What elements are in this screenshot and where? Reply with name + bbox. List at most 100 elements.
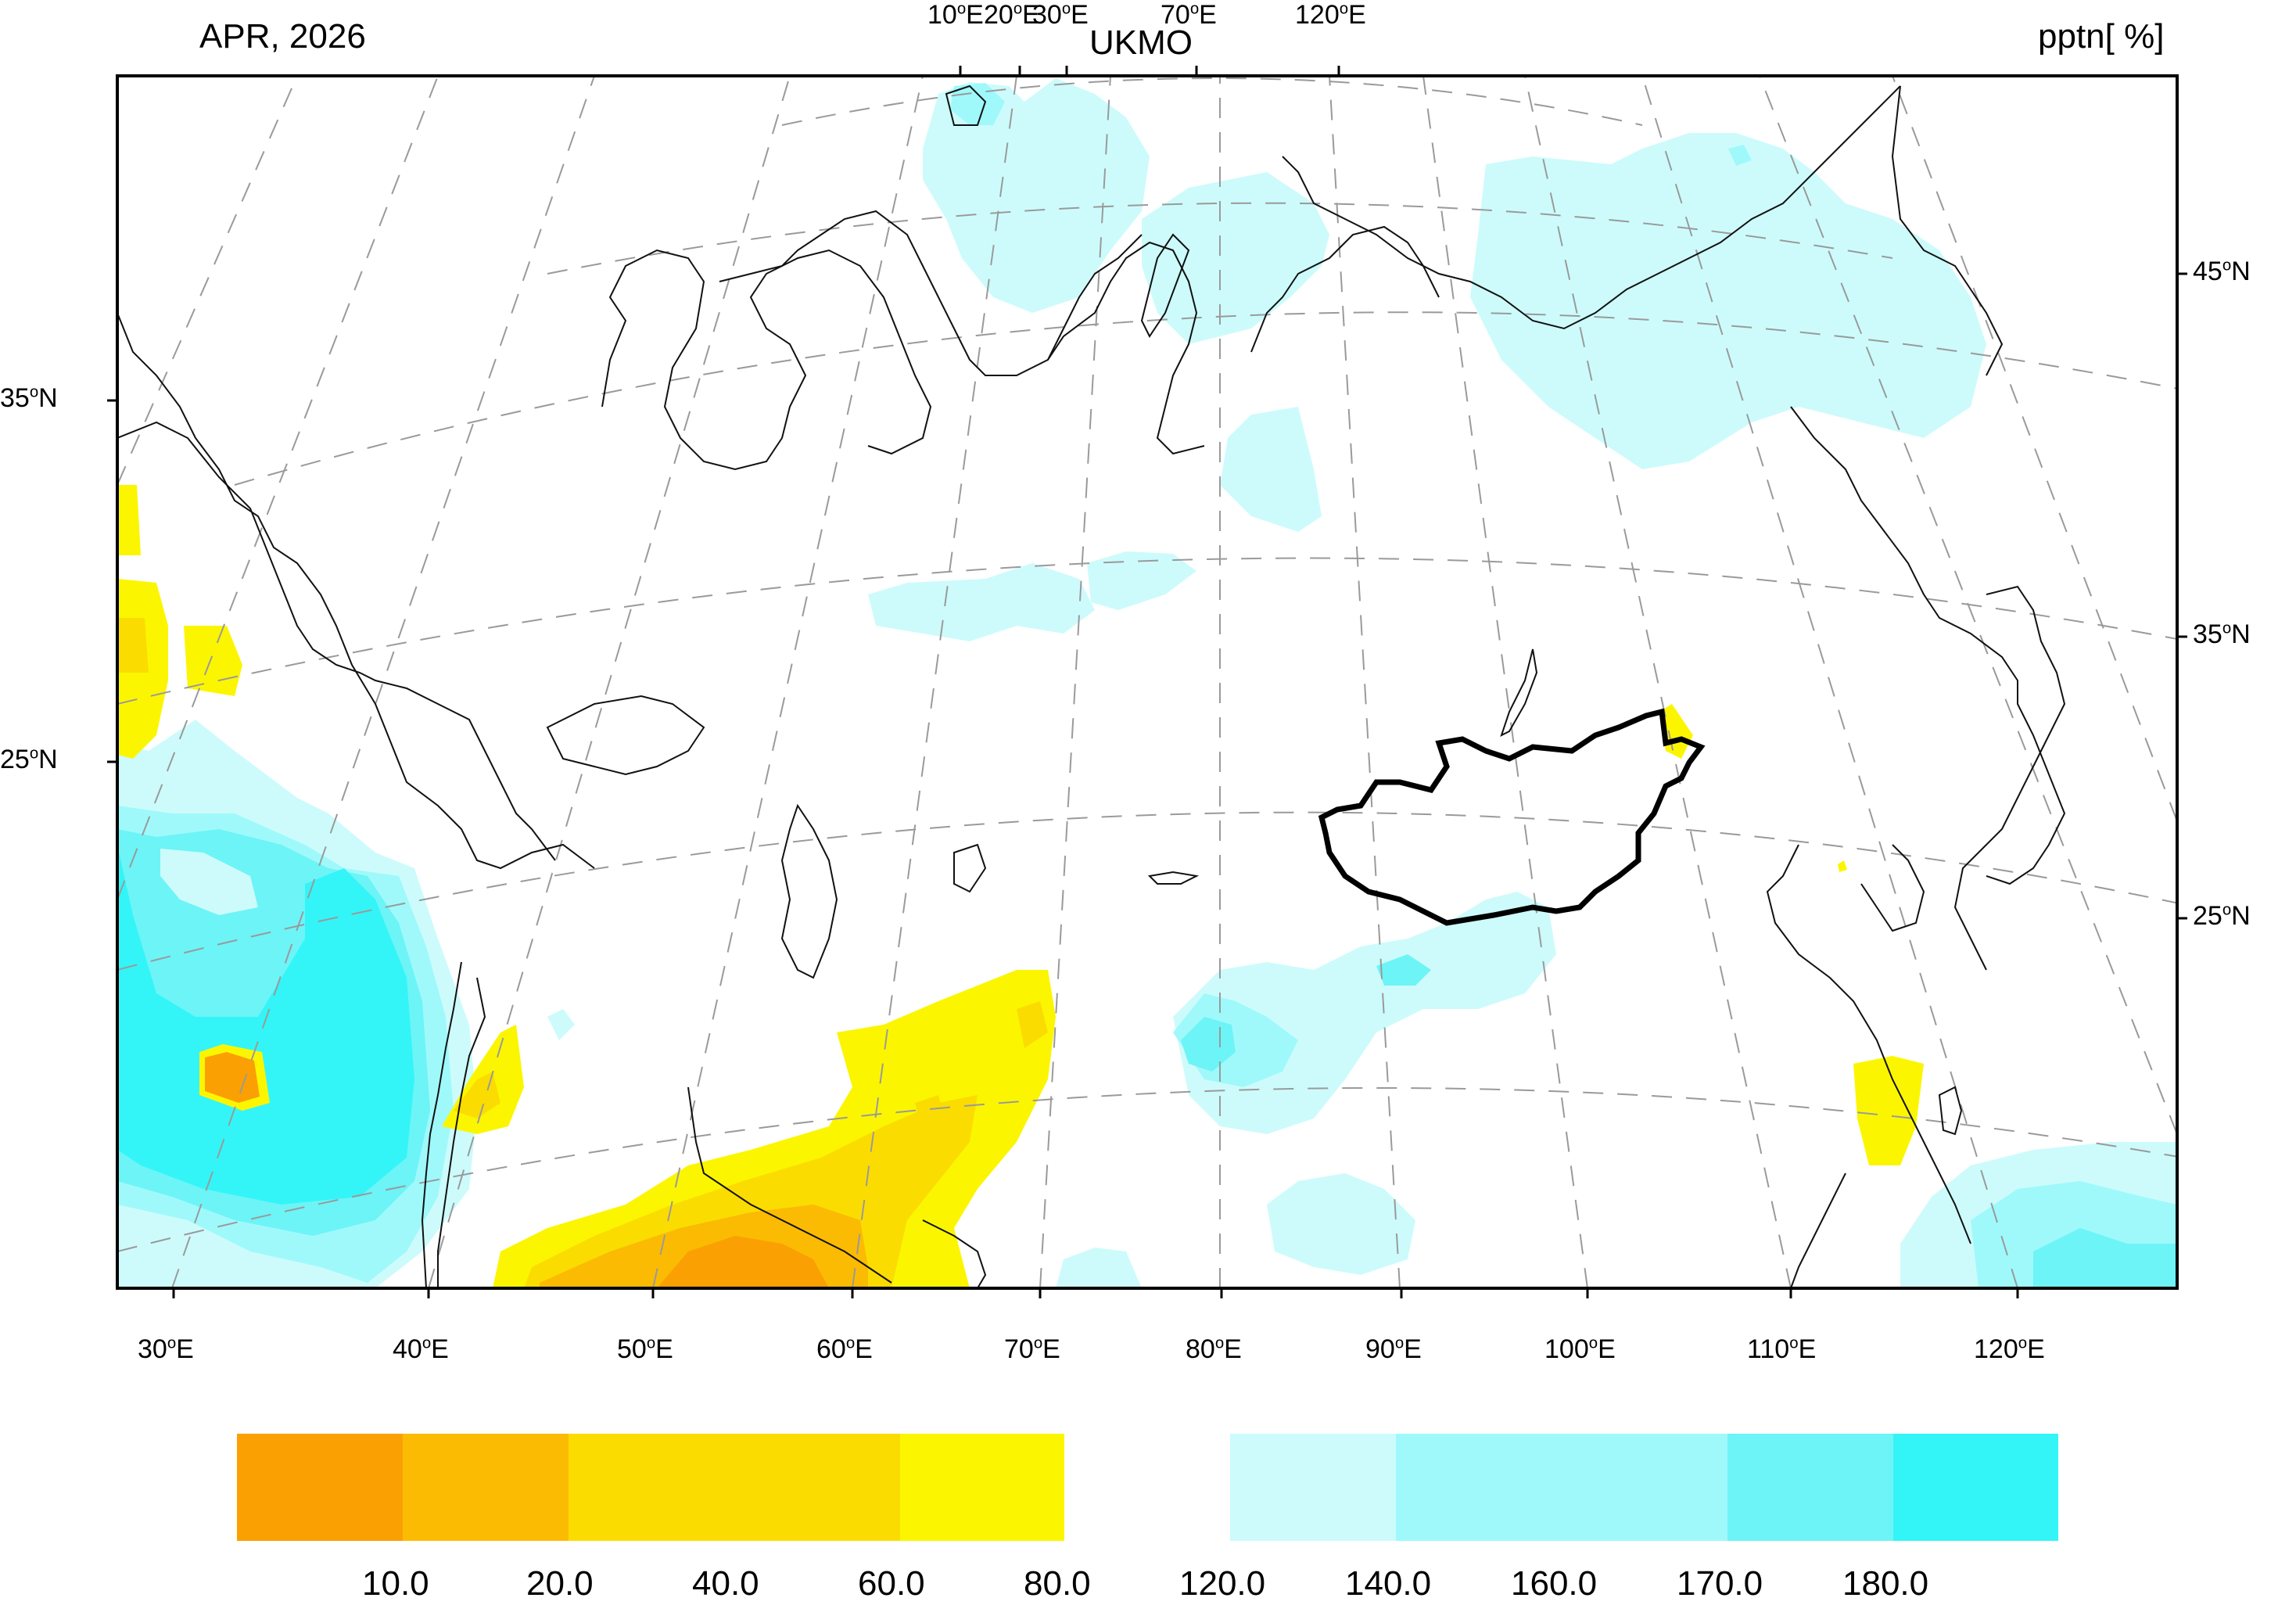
variable-unit-title: pptn[ %] (2038, 17, 2165, 56)
colorbar-swatch-120 (1230, 1434, 1396, 1541)
meridian-70e (1039, 76, 1111, 1288)
coast-persian-gulf (687, 1086, 892, 1284)
coastlines (117, 84, 2066, 1288)
meridian-10e (117, 76, 298, 486)
map-date-title: APR, 2026 (199, 17, 366, 56)
meridian-30e (171, 76, 595, 1288)
parallel-35n (117, 557, 2177, 705)
colorbar-label-40: 40.0 (692, 1564, 759, 1603)
parallel-25n (117, 811, 2177, 971)
dry-region-iran-5 (1017, 1001, 1048, 1048)
colorbar-swatch-10 (237, 1434, 403, 1541)
colorbar-label-20: 20.0 (526, 1564, 594, 1603)
coast-japan (1953, 585, 2066, 971)
left-tick-35n: 35oN (0, 383, 58, 413)
colorbar-swatch-140 (1396, 1434, 1562, 1541)
meridian-120e (1641, 76, 2018, 1288)
coast-taiwan (1938, 1086, 1963, 1136)
meridian-90e (1329, 76, 1401, 1288)
bottom-tick-70e: 70oE (1004, 1334, 1060, 1364)
parallel-45n (234, 311, 2177, 486)
wet-region-tibet-4 (1376, 954, 1431, 986)
meridian-140e (1892, 76, 2177, 822)
bottom-tick-40e: 40oE (393, 1334, 449, 1364)
wet-region-russia-band-2 (1087, 551, 1196, 610)
bottom-tick-30e: 30oE (138, 1334, 194, 1364)
wet-region-west-4 (117, 845, 414, 1205)
coast-india-west (922, 1219, 987, 1288)
colorbar-swatch-160 (1562, 1434, 1727, 1541)
colorbar-label-170: 170.0 (1677, 1564, 1763, 1603)
colorbar-swatch-80 (900, 1434, 1064, 1541)
wet-region-india (1267, 1173, 1415, 1275)
colorbar-swatch-20 (403, 1434, 569, 1541)
coast-aral (953, 843, 987, 893)
right-tick-45n: 45oN (2193, 257, 2251, 286)
coast-novaya-zemlya (1140, 233, 1190, 338)
bottom-tick-120e: 120oE (1974, 1334, 2045, 1364)
top-tick-30e: 30oE (1032, 0, 1089, 30)
colorbar-label-60: 60.0 (858, 1564, 925, 1603)
map-frame (116, 74, 2179, 1290)
coast-baikal (1500, 648, 1538, 737)
colorbar-label-180: 180.0 (1842, 1564, 1929, 1603)
coast-svalbard (945, 84, 987, 126)
top-tick-20e: 20oE (984, 0, 1040, 30)
wet-region-scandinavia (923, 78, 1150, 313)
colorbar-label-80: 80.0 (1024, 1564, 1091, 1603)
dry-region-eastchina (1853, 1056, 1924, 1165)
wet-region-siberia-ne (1470, 133, 1986, 469)
meridian-110e (1524, 76, 1792, 1288)
dry-region-northafrica (117, 485, 141, 555)
right-tick-25n: 25oN (2193, 901, 2251, 931)
coast-china-east (1766, 844, 1971, 1244)
wet-anomaly-shading (117, 78, 2177, 1288)
colorbar-label-120: 120.0 (1179, 1564, 1266, 1603)
coast-barents (719, 210, 1143, 376)
colorbar-swatch-40 (569, 1434, 734, 1541)
coast-siberia-north (1282, 85, 1901, 330)
coast-okhotsk (1790, 406, 2066, 885)
wet-region-india-2 (1056, 1248, 1142, 1288)
bottom-tick-110e: 110oE (1747, 1334, 1817, 1364)
dry-region-iran-2 (524, 1095, 978, 1288)
coast-redsea (421, 961, 462, 1288)
model-name-title: UKMO (1089, 23, 1193, 62)
tick-marks (107, 66, 2187, 1298)
coast-scandinavia (601, 249, 932, 471)
dry-region-iran-6 (915, 1095, 946, 1134)
dry-region-redsea-2 (454, 1072, 500, 1118)
coast-caspian (780, 803, 838, 979)
colorbar-swatch-180 (1893, 1434, 2058, 1541)
wet-region-spot-a (547, 1009, 575, 1040)
wet-region-russia-band (868, 563, 1095, 641)
meridian-40e (428, 76, 791, 1288)
coast-europe (117, 312, 595, 870)
coast-blacksea (546, 695, 705, 776)
colorbar-label-140: 140.0 (1345, 1564, 1432, 1603)
coast-mediterranean (117, 421, 556, 861)
coast-kamchatka (1891, 85, 2004, 376)
left-tick-25n: 25oN (0, 745, 58, 774)
bottom-tick-90e: 90oE (1365, 1334, 1422, 1364)
meridian-20e (117, 76, 439, 900)
colorbar-label-160: 160.0 (1511, 1564, 1598, 1603)
coast-korea (1860, 844, 1925, 932)
dry-anomaly-shading (117, 485, 1924, 1288)
colorbar (237, 1434, 2058, 1541)
meridian-50e (652, 76, 924, 1288)
graticule (117, 76, 2177, 1288)
wet-region-spot-b (1501, 931, 1552, 970)
mongolia-border (1318, 708, 1706, 926)
wet-region-tibet-3 (1181, 1017, 1236, 1072)
coast-vietnam (1790, 1172, 1846, 1288)
meridian-130e (1759, 76, 2177, 1135)
coast-arabia (437, 977, 486, 1288)
map-area (117, 76, 2177, 1288)
wet-region-west-5 (160, 849, 258, 915)
wet-region-seasia-3 (2033, 1228, 2177, 1288)
bottom-tick-80e: 80oE (1186, 1334, 1242, 1364)
coast-balkhash (1147, 871, 1200, 885)
bottom-tick-60e: 60oE (816, 1334, 873, 1364)
